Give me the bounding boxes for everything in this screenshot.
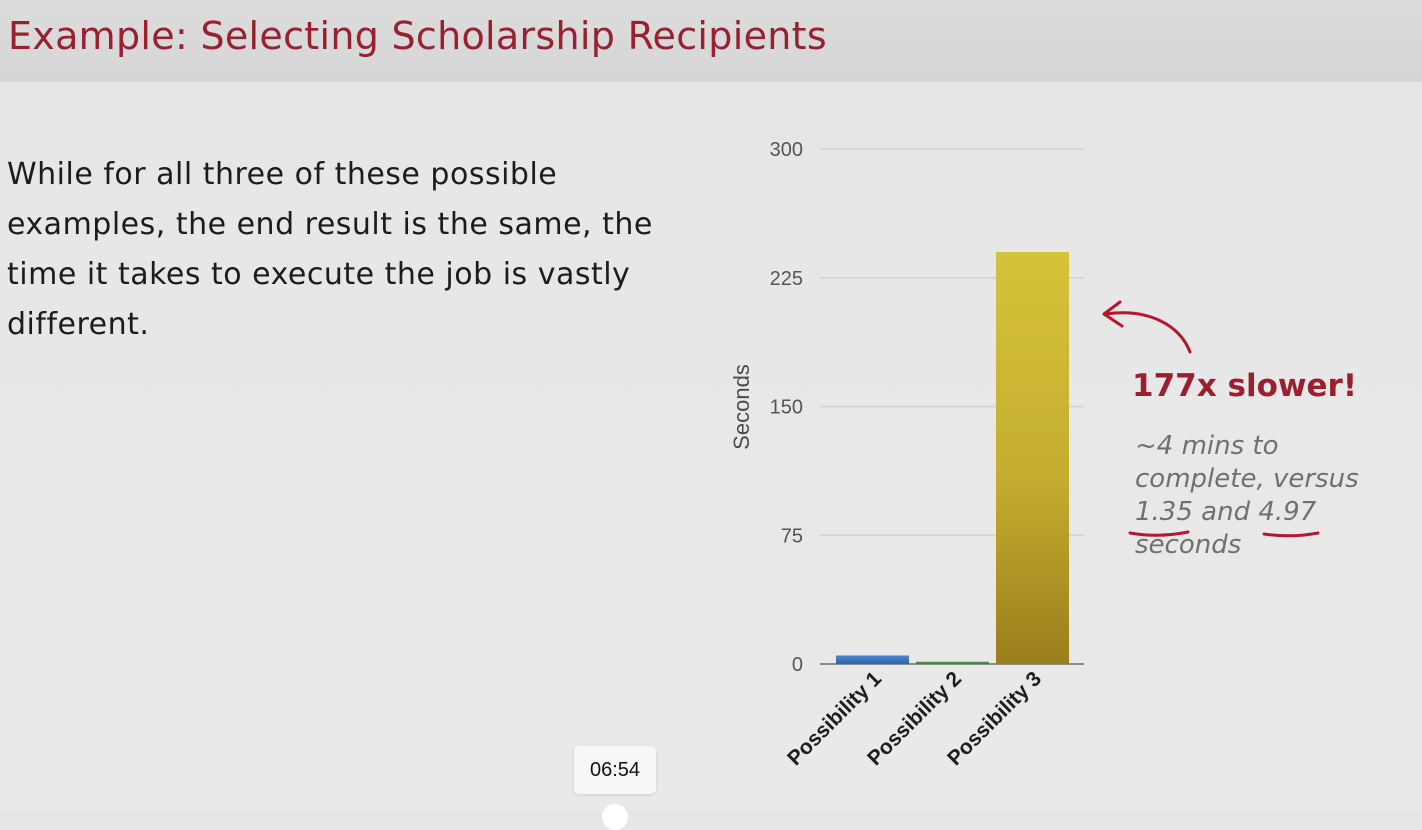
video-scrubber-handle[interactable] (602, 804, 628, 830)
y-tick-label: 150 (770, 397, 803, 419)
slide-body-text: While for all three of these possible ex… (7, 157, 653, 342)
underline-mark-1 (1128, 530, 1190, 537)
callout-line-1: ~4 mins to (1135, 431, 1279, 461)
callout-line-2: complete, versus (1135, 464, 1359, 494)
underline-mark-2 (1262, 531, 1320, 538)
y-tick-label: 0 (792, 654, 803, 676)
callout-headline: 177x slower! (1132, 368, 1357, 404)
bar-1 (836, 655, 909, 664)
callout-value-a: 1.35 (1135, 497, 1193, 527)
callout-body: ~4 mins to complete, versus 1.35 and 4.9… (1135, 430, 1415, 562)
y-tick-label: 225 (770, 268, 803, 290)
bar-2 (916, 661, 989, 664)
y-axis-label: Seconds (729, 364, 754, 450)
bar-3 (996, 252, 1069, 664)
callout-and: and (1201, 497, 1251, 527)
y-tick-label: 75 (781, 525, 803, 547)
slide-title-bar: Example: Selecting Scholarship Recipient… (0, 0, 1422, 82)
video-timestamp: 06:54 (574, 746, 656, 794)
callout-line-4: seconds (1135, 530, 1242, 560)
y-tick-label: 300 (770, 139, 803, 161)
callout-value-b: 4.97 (1258, 497, 1317, 527)
arrow-icon (1104, 311, 1192, 354)
arrow-head-icon (1102, 300, 1124, 328)
slide-title: Example: Selecting Scholarship Recipient… (8, 14, 827, 58)
callout-line-3: 1.35 and 4.97 (1135, 496, 1415, 529)
